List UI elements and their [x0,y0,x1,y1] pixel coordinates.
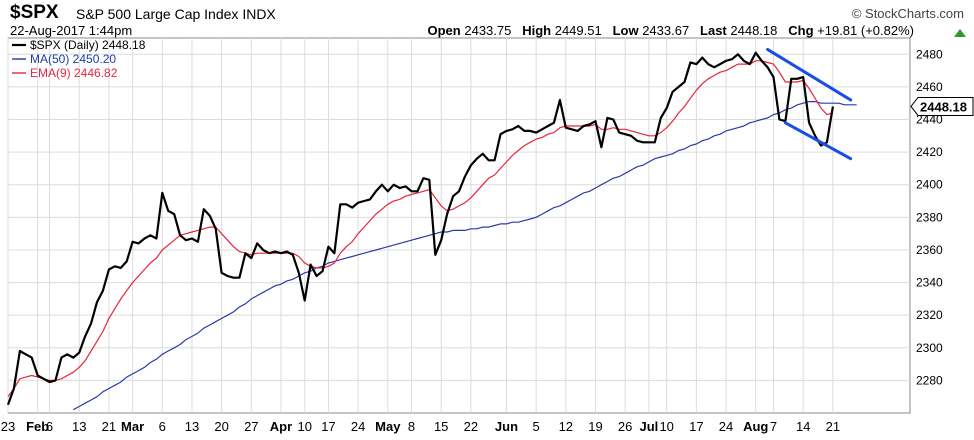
symbol-title: $SPX [10,2,59,23]
y-tick-label: 2420 [916,145,943,159]
x-tick-label: May [375,419,401,434]
exchange-label: INDX [242,6,276,22]
x-tick-label: 17 [689,419,703,434]
x-tick-label: 15 [434,419,448,434]
x-tick-label: 6 [159,419,166,434]
quote-label: Last [700,23,727,38]
x-tick-label: 8 [408,419,415,434]
y-tick-label: 2340 [916,276,943,290]
quote-value: 2433.75 [464,23,512,38]
y-tick-label: 2460 [916,80,943,94]
x-tick-label: 23 [1,419,15,434]
x-tick-label: 13 [72,419,86,434]
quote-label: High [522,23,552,38]
x-tick-label: 6 [46,419,53,434]
x-tick-label: 14 [796,419,810,434]
y-tick-label: 2320 [916,308,943,322]
trend-line [783,121,853,161]
x-tick-label: 10 [297,419,311,434]
quote-datetime: 22-Aug-2017 1:44pm [10,23,133,38]
x-tick-label: 5 [533,419,540,434]
x-tick-label: 24 [719,419,733,434]
legend-entry: $SPX (Daily) 2448.18 [30,38,146,52]
x-tick-label: Jun [495,419,518,434]
x-tick-label: 17 [321,419,335,434]
last-price-marker [910,96,974,116]
y-tick-label: 2360 [916,243,943,257]
trend-line [766,47,853,102]
quote-value: +19.81 (+0.82%) [817,23,914,38]
series-line [6,51,834,406]
y-tick-label: 2280 [916,373,943,387]
y-tick-label: 2400 [916,178,943,192]
x-tick-label: Apr [270,419,292,434]
index-full-name: S&P 500 Large Cap Index [76,6,239,22]
y-tick-label: 2480 [916,47,943,61]
x-tick-label: 7 [770,419,777,434]
x-tick-label: 10 [659,419,673,434]
x-tick-label: 22 [464,419,478,434]
last-price-label: 2448.18 [920,99,967,114]
plot-frame [7,37,911,414]
quote-label: Chg [788,23,814,38]
x-tick-label: 21 [102,419,116,434]
x-tick-label: 21 [826,419,840,434]
brand-watermark: © StockCharts.com [851,6,964,21]
x-tick-label: 19 [588,419,602,434]
x-tick-label: Mar [121,419,144,434]
x-tick-label: 12 [559,419,573,434]
x-tick-label: Aug [743,419,768,434]
x-tick-label: 20 [214,419,228,434]
legend-entry: EMA(9) 2446.82 [30,66,118,80]
y-tick-label: 2440 [916,113,943,127]
index-name: S&P 500 Large Cap Index INDX [76,6,276,22]
up-arrow-icon [954,29,966,37]
quote-value: 2448.18 [730,23,778,38]
axes: 2280230023202340236023802400242024402460… [1,29,974,434]
y-tick-label: 2300 [916,341,943,355]
quote-value: 2449.51 [554,23,602,38]
grid [7,37,911,414]
quote-bar: Open 2433.75 High 2449.51 Low 2433.67 La… [428,23,915,38]
x-tick-label: 26 [618,419,632,434]
trend-lines [766,47,853,161]
series-line [7,60,834,398]
quote-value: 2433.67 [642,23,690,38]
quote-label: Low [612,23,639,38]
legend-entry: MA(50) 2450.20 [30,52,116,66]
series-lines [6,51,857,411]
quote-label: Open [427,23,461,38]
y-tick-label: 2380 [916,210,943,224]
x-tick-label: Feb [26,419,49,434]
x-tick-label: 13 [185,419,199,434]
x-tick-label: 24 [351,419,365,434]
series-line [73,100,857,411]
x-tick-label: 27 [244,419,258,434]
x-tick-label: Jul [639,419,658,434]
